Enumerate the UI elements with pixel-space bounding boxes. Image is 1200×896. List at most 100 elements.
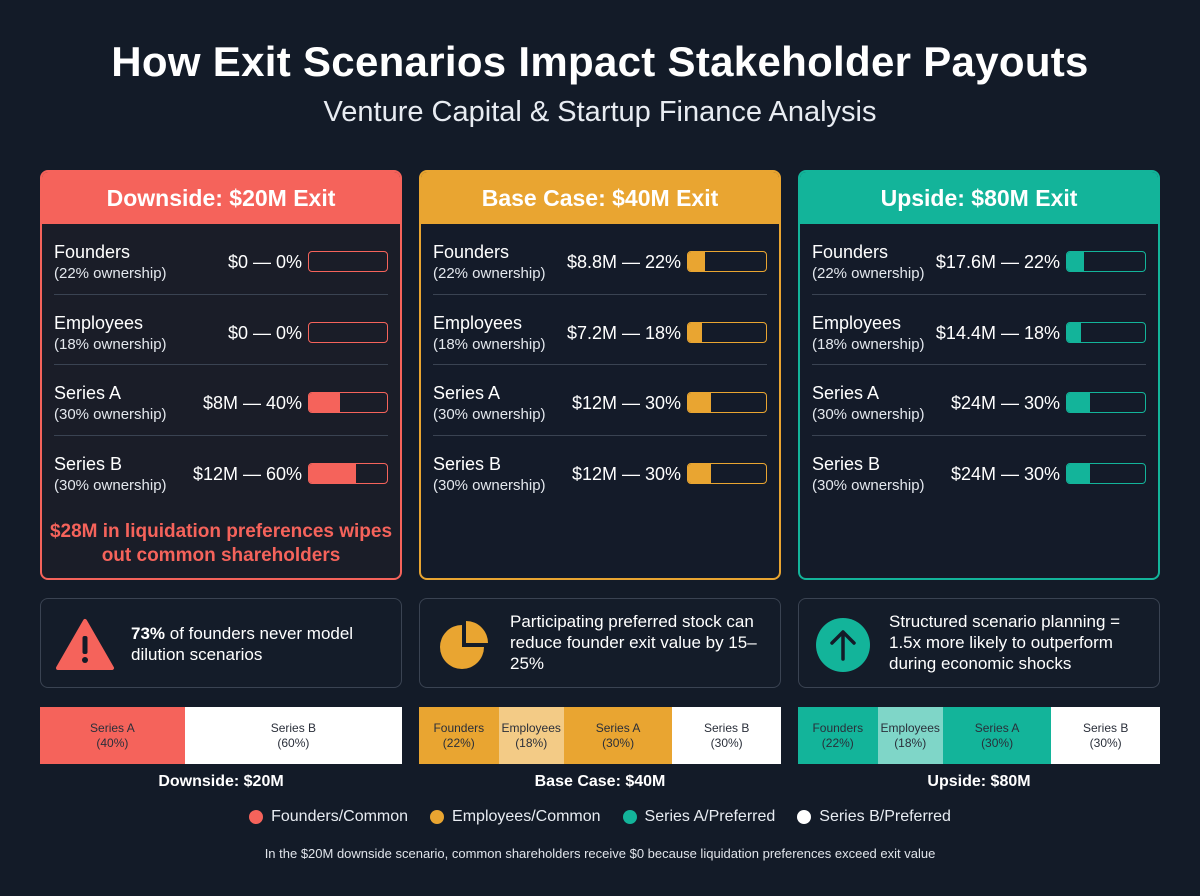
payout-bar <box>308 251 388 272</box>
payout-bar <box>687 321 767 343</box>
payout-bar-fill <box>1067 393 1091 412</box>
legend-item: Series B/Preferred <box>797 808 951 826</box>
stakeholder-row: Series A (30% ownership) $24M — 30% <box>812 365 1146 436</box>
stacked-segment: Series B (30%) <box>1051 707 1160 764</box>
payout-bar-fill <box>1067 252 1085 271</box>
scenario-card: Upside: $80M Exit Founders (22% ownership)… <box>798 170 1160 580</box>
segment-name: Series A <box>595 720 641 735</box>
ownership-label: (22% ownership) <box>54 265 167 282</box>
insight-text: Structured scenario planning = 1.5x more… <box>889 612 1121 673</box>
payout-bar <box>1066 462 1146 484</box>
payout-bar <box>687 251 767 272</box>
stacked-bar: Founders (22%) Employees (18%) Series A (30%)… <box>419 707 781 764</box>
segment-name: Series A <box>90 720 135 735</box>
segment-name: Founders <box>433 720 485 735</box>
legend-label: Employees/Common <box>452 808 601 825</box>
legend-item: Series A/Preferred <box>622 808 776 826</box>
stacked-segment: Series B (30%) <box>672 707 781 764</box>
ownership-label: (18% ownership) <box>54 335 167 353</box>
payout-bar-fill <box>688 393 712 412</box>
ownership-label: (30% ownership) <box>54 406 167 423</box>
segment-name: Series B <box>270 720 317 735</box>
legend-label: Series A/Preferred <box>644 808 776 825</box>
stacked-segment: Founders (22%) <box>419 707 499 764</box>
ownership-label: (30% ownership) <box>433 476 546 494</box>
stakeholder-row: Founders (22% ownership) $0 — 0% <box>54 224 388 295</box>
segment-percent: (22%) <box>821 735 854 750</box>
stakeholder-name: Founders <box>433 242 510 262</box>
segment-percent: (22%) <box>442 735 475 750</box>
legend-swatch <box>622 810 637 824</box>
stakeholder-row: Series A (30% ownership) $8M — 40% <box>54 365 388 436</box>
stakeholder-row: Employees (18% ownership) $7.2M — 18% <box>433 295 767 365</box>
insight-card: Structured scenario planning = 1.5x more… <box>798 598 1160 688</box>
warning-icon <box>55 617 115 673</box>
stakeholder-name: Employees <box>54 312 144 333</box>
segment-percent: (30%) <box>710 735 743 750</box>
payout-bar-fill <box>688 252 706 271</box>
stacked-segment: Employees (18%) <box>877 707 943 764</box>
segment-percent: (30%) <box>1089 735 1122 750</box>
payout-value: $0 — 0% <box>227 322 302 343</box>
scenario-card: Base Case: $40M Exit Founders (22% ownersh… <box>419 170 781 580</box>
stacked-segment: Founders (22%) <box>798 707 878 764</box>
payout-bar-fill <box>309 393 341 412</box>
stakeholder-row: Series B (30% ownership) $12M — 30% <box>433 436 767 507</box>
scenario-note: $28M in liquidation preferences wipes ou… <box>49 521 393 566</box>
payout-bar-fill <box>1067 463 1091 483</box>
legend-item: Employees/Common <box>430 808 601 826</box>
stacked-bar: Series A (40%) Series B (60%) <box>40 707 402 764</box>
legend-swatch <box>249 810 264 824</box>
payout-value: $14.4M — 18% <box>935 322 1060 343</box>
payout-value: $24M — 30% <box>950 393 1060 413</box>
segment-percent: (30%) <box>602 735 635 750</box>
ownership-label: (30% ownership) <box>54 476 167 494</box>
legend: Founders/Common Employees/Common Series A/… <box>0 808 1200 826</box>
ownership-label: (22% ownership) <box>433 265 546 282</box>
insight-text: 73% of founders never model dilution sce… <box>131 624 354 664</box>
ownership-label: (30% ownership) <box>812 476 925 494</box>
stakeholder-row: Series B (30% ownership) $12M — 60% <box>54 436 388 507</box>
footnote: In the $20M downside scenario, common sh… <box>264 846 936 861</box>
stakeholder-name: Series A <box>433 383 501 403</box>
insight-card: Participating preferred stock can reduce… <box>419 598 781 688</box>
ownership-label: (30% ownership) <box>433 406 546 423</box>
payout-bar <box>687 462 767 484</box>
stakeholder-name: Series A <box>812 383 880 403</box>
segment-name: Series B <box>1082 720 1129 735</box>
segment-percent: (18%) <box>894 735 927 750</box>
stakeholder-name: Series B <box>433 453 502 474</box>
segment-name: Employees <box>880 720 940 735</box>
segment-name: Employees <box>501 720 561 735</box>
stakeholder-name: Founders <box>812 242 889 262</box>
payout-value: $7.2M — 18% <box>566 322 681 343</box>
stakeholder-row: Series B (30% ownership) $24M — 30% <box>812 436 1146 507</box>
stacked-bar: Founders (22%) Employees (18%) Series A (30%)… <box>798 707 1160 764</box>
scenario-card: Downside: $20M Exit Founders (22% ownershi… <box>40 170 402 580</box>
stacked-segment: Series A (40%) <box>40 707 185 764</box>
stakeholder-row: Series A (30% ownership) $12M — 30% <box>433 365 767 436</box>
payout-bar <box>687 392 767 413</box>
legend-swatch <box>430 810 445 824</box>
stacked-segment: Employees (18%) <box>498 707 564 764</box>
scenario-header: Downside: $20M Exit <box>42 172 400 224</box>
insight-highlight: 73% <box>131 624 166 643</box>
stakeholder-row: Founders (22% ownership) $17.6M — 22% <box>812 224 1146 295</box>
payout-bar <box>1066 392 1146 413</box>
segment-percent: (18%) <box>515 735 548 750</box>
legend-label: Founders/Common <box>271 808 409 825</box>
payout-bar <box>308 321 388 343</box>
payout-bar <box>308 392 388 413</box>
ownership-label: (18% ownership) <box>433 335 546 353</box>
ownership-label: (22% ownership) <box>812 265 925 282</box>
payout-value: $8M — 40% <box>202 393 302 413</box>
stakeholder-name: Employees <box>812 312 902 333</box>
payout-bar <box>1066 251 1146 272</box>
segment-percent: (60%) <box>277 735 310 750</box>
stakeholder-name: Series B <box>54 453 123 474</box>
payout-bar <box>1066 321 1146 343</box>
payout-bar <box>308 462 388 484</box>
payout-value: $17.6M — 22% <box>935 252 1060 272</box>
segment-percent: (30%) <box>981 735 1014 750</box>
stakeholder-row: Founders (22% ownership) $8.8M — 22% <box>433 224 767 295</box>
